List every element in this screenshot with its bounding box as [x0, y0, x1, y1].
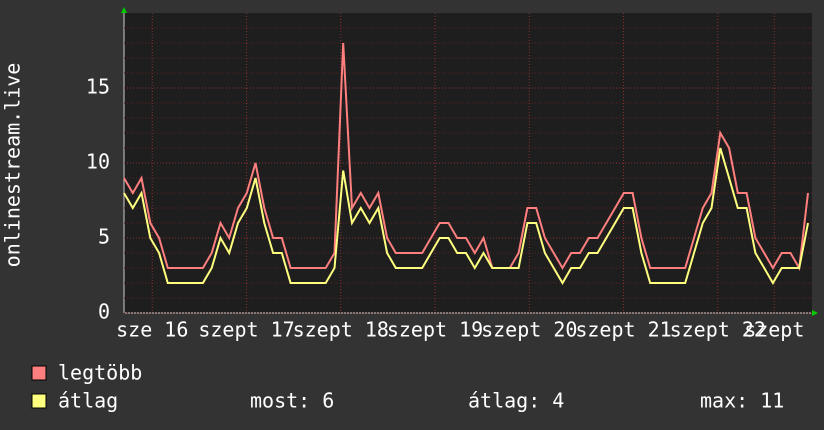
plot-area — [124, 13, 812, 313]
legend-label: legtöbb — [58, 361, 142, 385]
legend-label: átlag — [58, 389, 118, 413]
x-tick-label: szept 21 — [575, 318, 671, 342]
x-tick-label: szept — [744, 318, 804, 342]
series-line — [123, 42, 809, 272]
x-tick-label: szept 20 — [481, 318, 577, 342]
series-line — [123, 147, 809, 285]
stat: átlag: 4 — [468, 389, 564, 413]
stat: max: 11 — [700, 389, 784, 413]
x-tick-label: szept 19 — [387, 318, 483, 342]
x-tick-label: szept 17 — [198, 318, 294, 342]
y-tick-label: 10 — [86, 150, 110, 174]
x-arrow — [812, 310, 818, 316]
y-tick-label: 0 — [98, 300, 110, 324]
y-arrow — [121, 7, 127, 13]
legend-swatch — [31, 393, 47, 409]
x-tick-label: sze 16 — [116, 318, 188, 342]
legend-swatch — [31, 365, 47, 381]
y-tick-label: 5 — [98, 225, 110, 249]
y-tick-label: 15 — [86, 75, 110, 99]
x-tick-label: szept 18 — [293, 318, 389, 342]
x-tick-label: szept 22 — [670, 318, 766, 342]
stat: most: 6 — [250, 389, 334, 413]
y-axis-label: onlinestream.live — [1, 63, 25, 268]
